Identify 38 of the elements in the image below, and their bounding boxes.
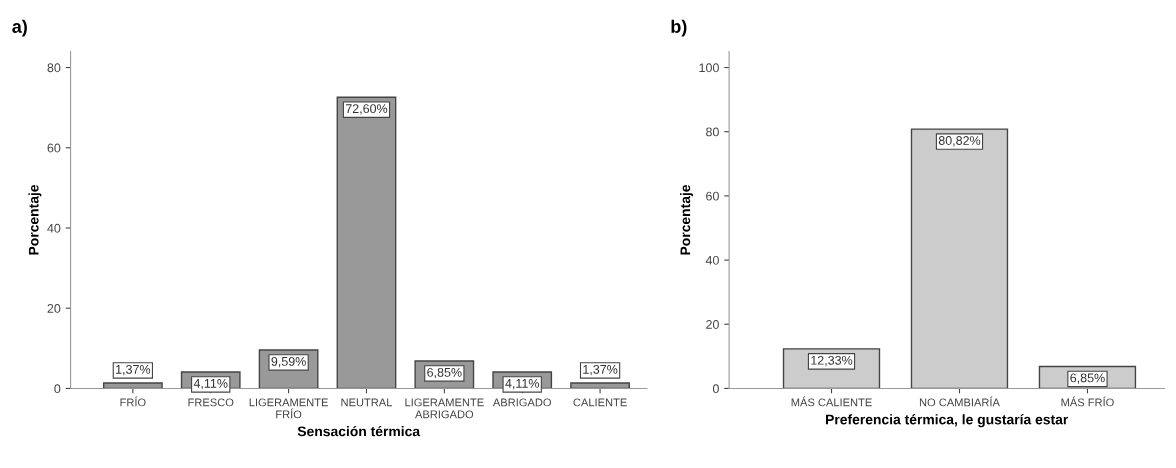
x-tick-label: NO CAMBIARÍA [919,396,1000,407]
data-label: 72,60% [345,104,388,115]
y-tick-label: 80 [706,127,719,137]
data-label: 6,85% [427,367,462,379]
data-label: 12,33% [811,355,853,367]
x-tick-label: MÁS CALIENTE [791,396,872,407]
x-tick-label: LIGERAMENTE FRÍO [249,398,328,419]
y-tick-label: 60 [706,191,719,201]
y-tick-label: 20 [706,320,719,329]
y-tick-label: 20 [47,304,61,313]
y-tick-label: 40 [47,223,61,233]
x-tick-label: LIGERAMENTE ABRIGADO [405,398,484,419]
x-tick-label: ABRIGADO [492,398,551,407]
y-tick-label: 100 [699,63,719,73]
chart-title: a) [12,19,27,37]
data-label: 4,11% [505,379,540,390]
data-label: 1,37% [116,364,151,376]
y-axis-title: Porcentaje [28,184,42,255]
y-tick-label: 40 [705,255,719,265]
y-tick-label: 60 [47,143,61,153]
x-axis-title: Preferencia térmica, le gustaría estar [826,414,1069,428]
y-tick-label: 0 [712,384,719,394]
x-tick-label: FRÍO [120,396,146,407]
y-axis-title: Porcentaje [680,184,693,255]
chart-title: b) [671,19,687,37]
y-tick-label: 0 [54,384,61,394]
bar [910,128,1009,389]
x-tick-label: CALIENTE [573,398,627,407]
x-tick-label: MÁS FRÍO [1061,396,1114,407]
x-tick-label: NEUTRAL [341,398,393,407]
x-axis-title: Sensación térmica [297,425,421,437]
data-label: 6,85% [1070,373,1105,384]
data-label: 1,37% [583,364,618,376]
data-label: 4,11% [193,379,228,390]
y-tick-label: 80 [47,63,61,73]
data-label: 80,82% [938,136,981,147]
x-tick-label: FRESCO [188,398,234,407]
data-label: 9,59% [271,356,306,368]
